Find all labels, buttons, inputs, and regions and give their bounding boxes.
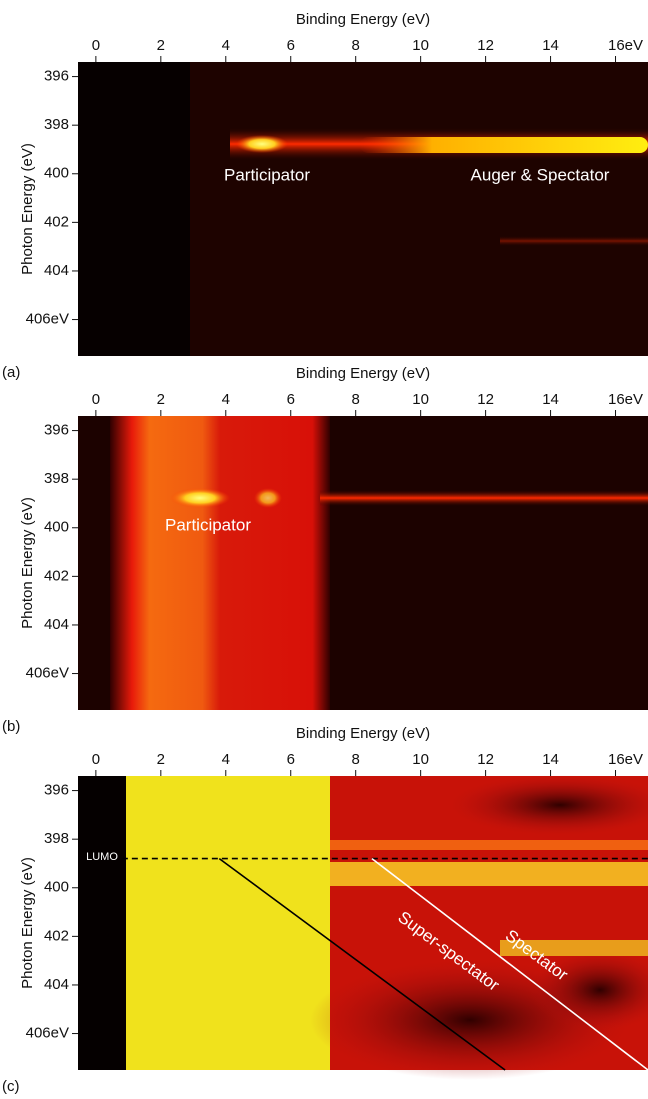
y-tick-label: 396 xyxy=(44,782,69,799)
heatmap-c xyxy=(78,775,648,1080)
y-tick-label: 396 xyxy=(44,422,69,439)
y-tick-label: 406eV xyxy=(26,665,69,682)
x-tick-label: 14 xyxy=(542,37,559,54)
x-tick-label: 16eV xyxy=(608,391,643,408)
y-tick-label: 400 xyxy=(44,879,69,896)
y-axis-title: Photon Energy (eV) xyxy=(19,857,36,989)
x-tick-label: 8 xyxy=(352,37,360,54)
x-tick-label: 16eV xyxy=(608,37,643,54)
y-axis-title: Photon Energy (eV) xyxy=(19,497,36,629)
x-tick-label: 2 xyxy=(157,751,165,768)
y-tick-label: 398 xyxy=(44,830,69,847)
y-tick-label: 400 xyxy=(44,165,69,182)
y-tick-label: 400 xyxy=(44,519,69,536)
y-axis-title: Photon Energy (eV) xyxy=(19,143,36,275)
annotation: Participator xyxy=(165,515,251,534)
x-tick-label: 6 xyxy=(287,391,295,408)
annotation: LUMO xyxy=(86,851,118,863)
x-tick-label: 2 xyxy=(157,391,165,408)
x-tick-label: 0 xyxy=(92,391,100,408)
panel-label: (c) xyxy=(2,1078,20,1094)
panel-label: (a) xyxy=(2,364,20,381)
annotation: Participator xyxy=(224,165,310,184)
y-tick-label: 398 xyxy=(44,116,69,133)
x-tick-label: 12 xyxy=(477,391,494,408)
x-tick-label: 4 xyxy=(222,37,230,54)
reference-line xyxy=(218,857,506,1071)
y-tick-label: 402 xyxy=(44,927,69,944)
x-tick-label: 10 xyxy=(412,37,429,54)
x-tick-label: 2 xyxy=(157,37,165,54)
x-tick-label: 4 xyxy=(222,751,230,768)
y-tick-label: 404 xyxy=(44,976,69,993)
y-tick-label: 402 xyxy=(44,213,69,230)
x-tick-label: 10 xyxy=(412,751,429,768)
y-tick-label: 404 xyxy=(44,262,69,279)
x-tick-label: 4 xyxy=(222,391,230,408)
x-axis-title: Binding Energy (eV) xyxy=(296,365,430,382)
x-tick-label: 14 xyxy=(542,391,559,408)
x-tick-label: 8 xyxy=(352,391,360,408)
y-tick-label: 402 xyxy=(44,567,69,584)
x-tick-label: 6 xyxy=(287,751,295,768)
y-tick-label: 398 xyxy=(44,470,69,487)
x-tick-label: 12 xyxy=(477,37,494,54)
y-tick-label: 396 xyxy=(44,68,69,85)
x-tick-label: 14 xyxy=(542,751,559,768)
x-tick-label: 10 xyxy=(412,391,429,408)
x-tick-label: 16eV xyxy=(608,751,643,768)
y-tick-label: 404 xyxy=(44,616,69,633)
annotation: Auger & Spectator xyxy=(471,165,610,184)
x-tick-label: 0 xyxy=(92,751,100,768)
panel-label: (b) xyxy=(2,718,20,735)
x-tick-label: 6 xyxy=(287,37,295,54)
x-axis-title: Binding Energy (eV) xyxy=(296,11,430,28)
heatmap-b xyxy=(78,416,648,710)
x-tick-label: 12 xyxy=(477,751,494,768)
x-tick-label: 0 xyxy=(92,37,100,54)
x-axis-title: Binding Energy (eV) xyxy=(296,725,430,742)
y-tick-label: 406eV xyxy=(26,1025,69,1042)
y-tick-label: 406eV xyxy=(26,311,69,328)
reference-line xyxy=(371,857,648,1071)
x-tick-label: 8 xyxy=(352,751,360,768)
heatmap-a xyxy=(78,62,648,356)
